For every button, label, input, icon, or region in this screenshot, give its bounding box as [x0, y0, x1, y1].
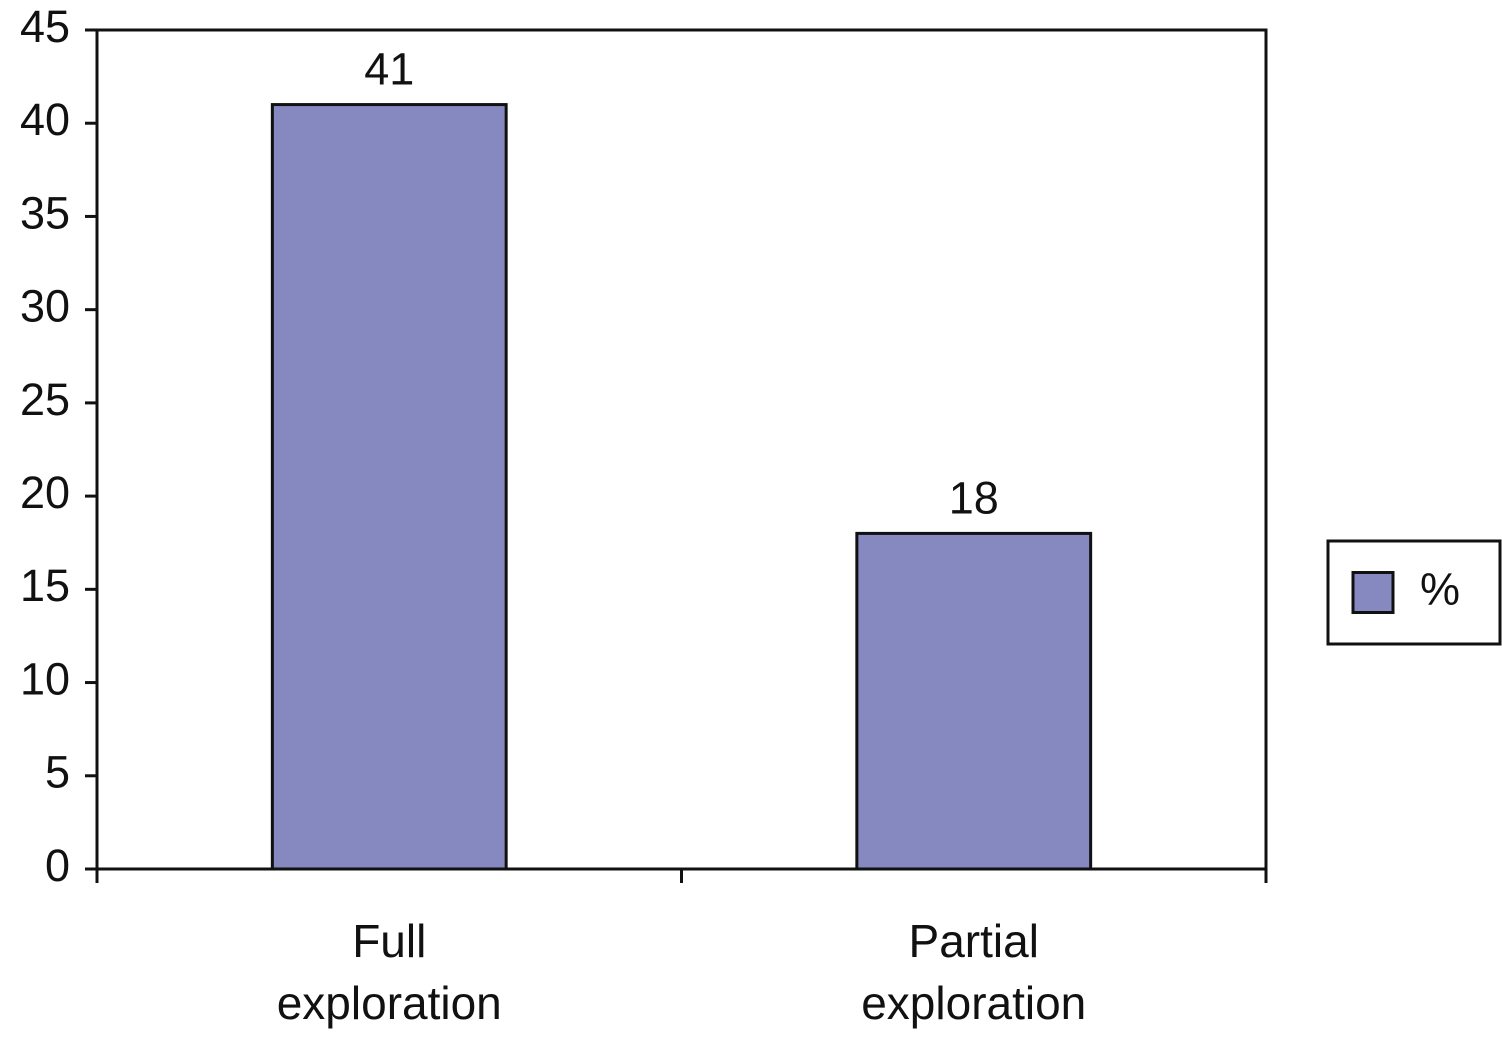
bar [855, 531, 1093, 871]
legend-label: % [1420, 563, 1460, 614]
y-tick-label: 25 [20, 374, 70, 425]
bar [270, 103, 508, 871]
value-label: 41 [364, 43, 414, 94]
y-tick-label: 15 [20, 560, 70, 611]
y-tick-label: 20 [20, 467, 70, 518]
y-tick-label: 45 [20, 1, 70, 52]
y-tick-label: 10 [20, 653, 70, 704]
y-tick-label: 40 [20, 94, 70, 145]
y-tick-label: 30 [20, 281, 70, 332]
y-tick-label: 35 [20, 187, 70, 238]
legend-swatch [1351, 571, 1395, 614]
x-tick-label: Partial exploration [861, 915, 1087, 1029]
value-label: 18 [949, 472, 999, 523]
x-tick-label: Full exploration [276, 915, 502, 1029]
y-tick-label: 5 [45, 747, 70, 798]
y-tick-label: 0 [45, 840, 70, 891]
